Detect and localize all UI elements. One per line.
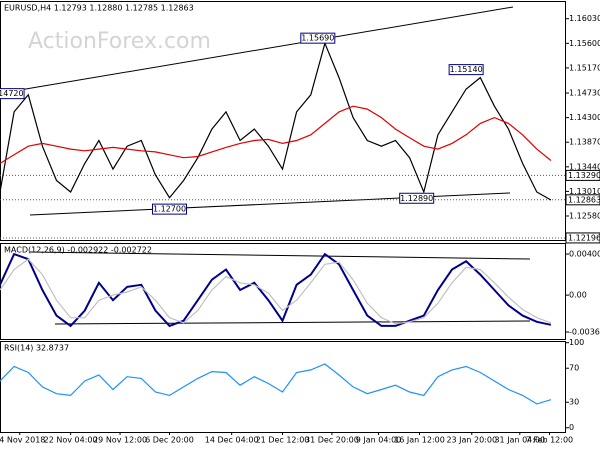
- x-tick-label: 21 Dec 12:00: [256, 436, 310, 445]
- level-label: 1.12196: [568, 233, 600, 242]
- level-box: [565, 194, 600, 206]
- annotation-box: [300, 32, 336, 44]
- annotation-label: 1.12700: [153, 205, 186, 214]
- annotation-box: [448, 64, 484, 76]
- watermark: ActionForex.com: [28, 29, 211, 54]
- annotation-label: 1.12890: [400, 194, 433, 203]
- y-tick-label: 1.16030: [569, 14, 600, 23]
- macd-upper-trendline: [29, 251, 531, 260]
- series-line: [0, 41, 552, 201]
- y-tick-label: 1.15600: [569, 39, 600, 48]
- y-tick-label: 30: [569, 398, 579, 407]
- series-line: [0, 252, 552, 328]
- x-tick-label: 16 Jan 12:00: [394, 436, 445, 445]
- x-tick-label: 29 Nov 12:00: [93, 436, 147, 445]
- annotation-label: 1.15690: [301, 34, 334, 43]
- x-tick-label: 31 Jan 04:00: [494, 436, 545, 445]
- x-tick-label: 31 Dec 20:00: [305, 436, 359, 445]
- x-tick-label: 7 Feb 12:00: [526, 436, 573, 445]
- series-line: [0, 105, 552, 164]
- level-box: [565, 232, 600, 244]
- y-tick-label: 1.12580: [569, 211, 600, 220]
- level-box: [565, 169, 600, 181]
- y-tick-label: 1.14730: [569, 89, 600, 98]
- panel-frame: [0, 243, 566, 340]
- y-tick-label: 1.15170: [569, 63, 600, 72]
- panel-title: MACD(12,26,9) -0.002922 -0.002722: [4, 246, 152, 255]
- panel-title: RSI(14) 32.8737: [4, 344, 69, 353]
- annotation-box: [399, 192, 435, 204]
- series-line: [0, 363, 552, 405]
- y-tick-label: 0.00: [569, 291, 587, 300]
- y-tick-label: 0.004003: [569, 250, 600, 259]
- macd-lower-trendline: [54, 320, 531, 325]
- level-label: 1.13290: [568, 171, 600, 180]
- annotation-label: 1.15140: [450, 65, 483, 74]
- x-tick-label: 14 Dec 04:00: [205, 436, 259, 445]
- y-tick-label: 1.13010: [569, 187, 600, 196]
- y-tick-label: 0: [569, 423, 574, 432]
- panel-title: EURUSD,H4 1.12793 1.12880 1.12785 1.1286…: [4, 4, 194, 13]
- annotation-box: [0, 88, 25, 100]
- panel-frame: [0, 1, 566, 241]
- level-label: 1.12863: [568, 195, 600, 204]
- y-tick-label: 1.13870: [569, 138, 600, 147]
- series-line: [0, 258, 552, 325]
- y-tick-label: 1.14300: [569, 113, 600, 122]
- x-tick-label: 22 Nov 04:00: [44, 436, 98, 445]
- annotation-box: [152, 203, 187, 215]
- x-tick-label: 9 Jan 04:00: [356, 436, 402, 445]
- y-tick-label: 100: [569, 338, 584, 347]
- x-tick-label: 14 Nov 2018: [0, 436, 45, 445]
- annotation-label: 1.14720: [0, 89, 24, 98]
- upper-trendline: [1, 6, 514, 94]
- x-tick-label: 23 Jan 20:00: [446, 436, 497, 445]
- y-tick-label: 1.13440: [569, 162, 600, 171]
- y-tick-label: 70: [569, 364, 579, 373]
- y-tick-label: -0.003601: [569, 328, 600, 337]
- x-tick-label: 6 Dec 20:00: [145, 436, 194, 445]
